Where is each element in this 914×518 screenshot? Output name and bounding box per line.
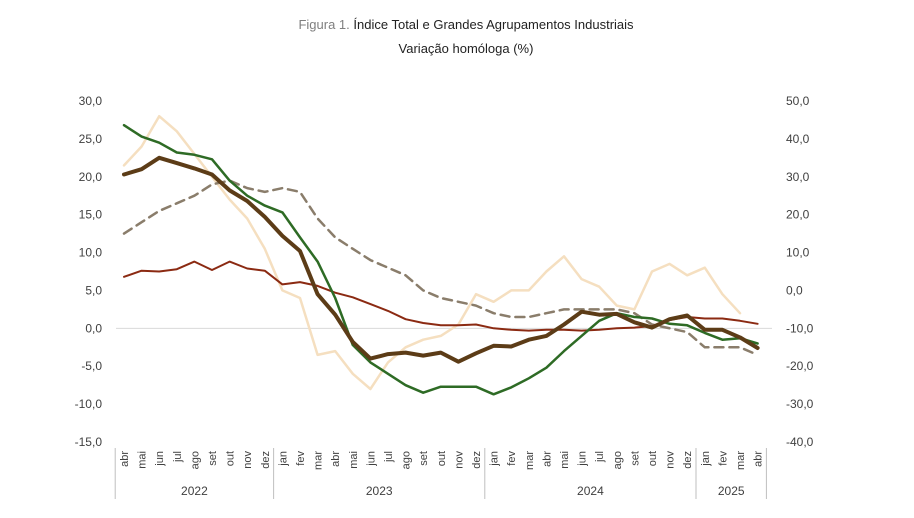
left-tick-label: 5,0: [85, 283, 102, 297]
month-tick-label: abr: [541, 451, 553, 467]
right-tick-label: -40,0: [786, 435, 814, 449]
left-axis-ticks: 30,0 25,0 20,0 15,0 10,0 5,0 0,0 -5,0 -10,0 -15,0: [75, 94, 103, 449]
month-tick-label: ago: [189, 451, 201, 469]
chart-title-text: Índice Total e Grandes Agrupamentos Indu…: [353, 17, 634, 32]
right-tick-label: 30,0: [786, 170, 810, 184]
month-tick-label: mai: [137, 451, 149, 469]
series-line-3: [123, 260, 759, 332]
month-tick-label: ago: [612, 451, 624, 469]
month-tick-label: mai: [348, 451, 360, 469]
right-tick-label: -10,0: [786, 321, 814, 335]
month-tick-label: out: [436, 451, 448, 466]
right-axis-ticks: 50,0 40,0 30,0 20,0 10,0 0,0 -10,0 -20,0 -30,0 -4…: [786, 94, 814, 449]
month-tick-label: fev: [717, 451, 729, 466]
month-tick-label: mar: [524, 451, 536, 470]
year-label: 2022: [181, 484, 208, 498]
month-tick-label: mar: [735, 451, 747, 470]
left-tick-label: -15,0: [75, 435, 103, 449]
month-tick-label: abr: [119, 451, 131, 467]
left-tick-label: 10,0: [79, 246, 103, 260]
right-tick-label: 20,0: [786, 208, 810, 222]
right-tick-label: -20,0: [786, 359, 814, 373]
month-tick-label: nov: [665, 451, 677, 469]
month-tick-label: mar: [313, 451, 325, 470]
month-tick-label: nov: [242, 451, 254, 469]
month-tick-label: out: [647, 451, 659, 466]
month-tick-label: jun: [154, 451, 166, 467]
month-tick-label: jul: [172, 451, 184, 463]
right-tick-label: 0,0: [786, 283, 803, 297]
month-tick-label: jan: [489, 451, 501, 467]
series-line-5: [122, 155, 760, 364]
chart-title: Figura 1. Índice Total e Grandes Agrupam…: [298, 17, 634, 32]
left-tick-label: -5,0: [81, 359, 102, 373]
month-tick-label: nov: [453, 451, 465, 469]
left-tick-label: 20,0: [79, 170, 103, 184]
month-tick-label: set: [629, 451, 641, 466]
month-tick-label: dez: [260, 451, 272, 469]
year-label: 2025: [718, 484, 745, 498]
series-line-4: [122, 123, 759, 396]
month-tick-label: set: [207, 451, 219, 466]
month-tick-label: set: [418, 451, 430, 466]
month-tick-label: mai: [559, 451, 571, 469]
month-tick-label: dez: [471, 451, 483, 469]
month-tick-label: jun: [577, 451, 589, 467]
left-tick-label: 0,0: [85, 321, 102, 335]
month-tick-label: out: [225, 451, 237, 466]
month-tick-label: dez: [682, 451, 694, 469]
right-tick-label: 50,0: [786, 94, 810, 108]
month-tick-label: ago: [401, 451, 413, 469]
left-tick-label: 25,0: [79, 132, 103, 146]
left-tick-label: 15,0: [79, 208, 103, 222]
month-tick-label: fev: [506, 451, 518, 466]
month-tick-label: abr: [753, 451, 765, 467]
month-tick-label: abr: [330, 451, 342, 467]
month-tick-label: jan: [277, 451, 289, 467]
series-lines: [122, 114, 760, 396]
right-tick-label: -30,0: [786, 397, 814, 411]
month-tick-label: jul: [594, 451, 606, 463]
month-tick-label: fev: [295, 451, 307, 466]
month-tick-label: jan: [700, 451, 712, 467]
left-tick-label: -10,0: [75, 397, 103, 411]
right-tick-label: 10,0: [786, 246, 810, 260]
left-tick-label: 30,0: [79, 94, 103, 108]
chart-subtitle: Variação homóloga (%): [399, 41, 534, 56]
year-label: 2023: [366, 484, 393, 498]
month-tick-label: jul: [383, 451, 395, 463]
year-label: 2024: [577, 484, 604, 498]
series-line-1: [122, 114, 742, 391]
right-tick-label: 40,0: [786, 132, 810, 146]
figure-number: Figura 1.: [298, 17, 349, 32]
x-axis: abr mai jun jul ago set out nov dez jan fev mar abr m…: [114, 448, 767, 499]
month-tick-label: jun: [365, 451, 377, 467]
